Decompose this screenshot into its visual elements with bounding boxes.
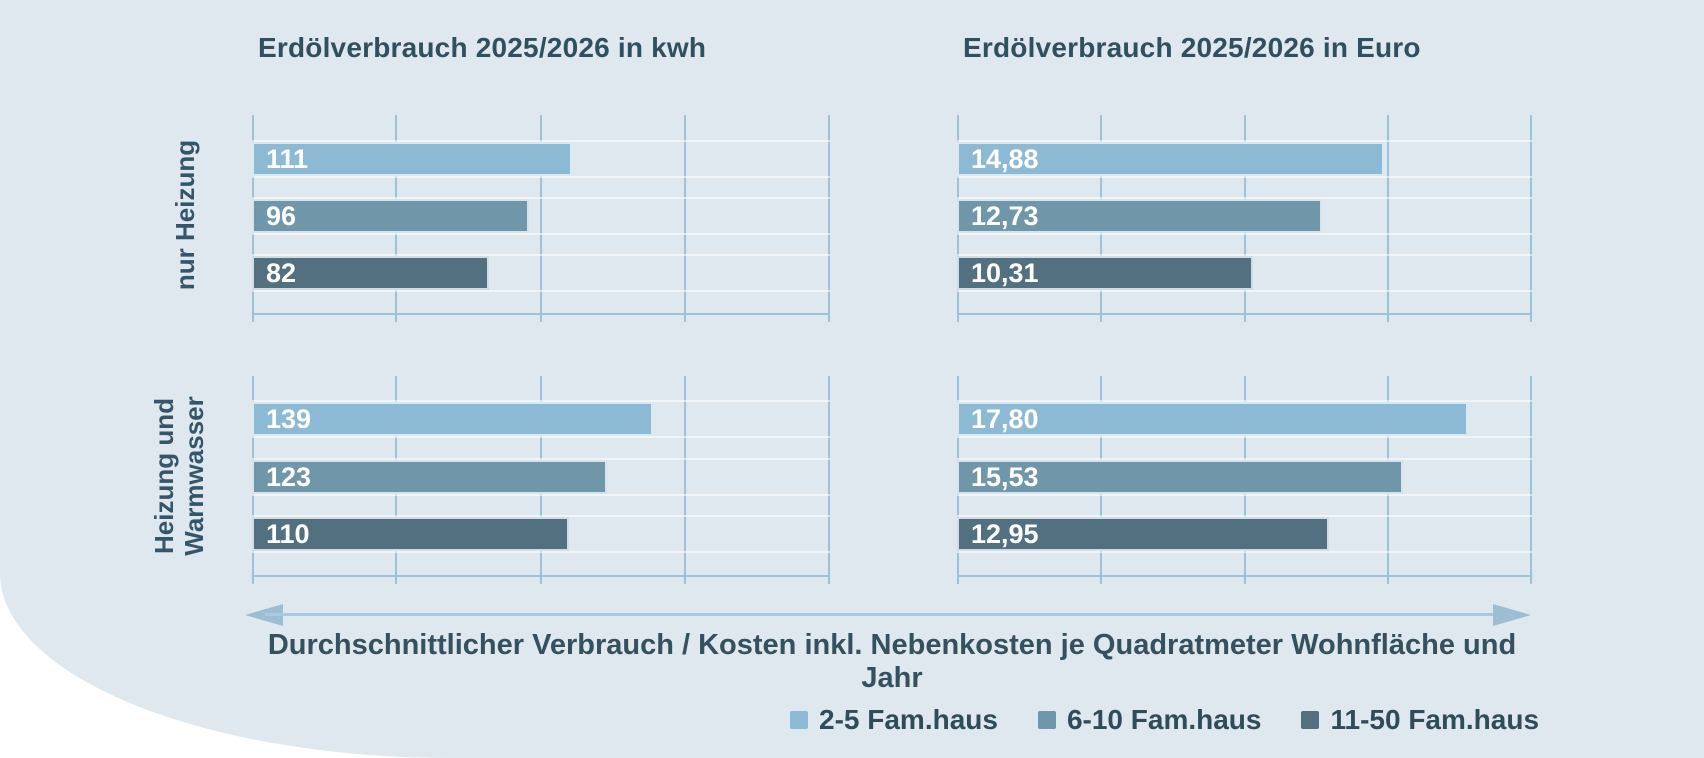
bar-row: 12,73 [957, 197, 1532, 235]
bar-row: 123 [252, 458, 830, 496]
gridline [684, 115, 686, 322]
bar-value-label: 10,31 [971, 257, 1039, 288]
legend-item-2-5: 2-5 Fam.haus [790, 704, 998, 736]
gridline [1387, 115, 1389, 322]
arrow-left-icon [245, 604, 283, 626]
panel-euro-nur-heizung: 14,88 12,73 10,31 [957, 115, 1532, 322]
bar-row: 12,95 [957, 515, 1532, 553]
bar-value-label: 14,88 [971, 143, 1039, 174]
bar-value-label: 96 [266, 200, 297, 231]
legend-swatch-11-50 [1301, 711, 1320, 729]
bar-row: 96 [252, 197, 830, 235]
row-group-label-line1: Heizung und [149, 398, 180, 554]
gridline [684, 376, 686, 584]
bar-value-label: 12,95 [971, 518, 1039, 549]
bar-value-label: 15,53 [971, 461, 1039, 492]
bar-row: 82 [252, 254, 830, 292]
gridline [1530, 376, 1532, 584]
legend: 2-5 Fam.haus 6-10 Fam.haus 11-50 Fam.hau… [790, 701, 1539, 739]
legend-label-2-5: 2-5 Fam.haus [819, 704, 998, 735]
x-axis-line [957, 313, 1532, 315]
axis-arrow-line [265, 613, 1510, 616]
row-group-label-heizung-warmwasser: Heizung und Warmwasser [149, 396, 210, 556]
chart-title-euro: Erdölverbrauch 2025/2026 in Euro [963, 32, 1421, 63]
bar-euro-heizung-11-50: 10,31 [957, 256, 1253, 290]
x-axis-line [957, 575, 1532, 577]
bar-row: 111 [252, 140, 830, 178]
gridline [828, 115, 830, 322]
bar-value-label: 123 [266, 461, 312, 492]
bar-euro-heizung-2-5: 14,88 [957, 142, 1384, 176]
gridline [1530, 115, 1532, 322]
legend-label-11-50: 11-50 Fam.haus [1330, 704, 1540, 735]
bar-row: 10,31 [957, 254, 1532, 292]
bar-value-label: 139 [266, 403, 312, 434]
x-axis-line [252, 575, 830, 577]
bar-kwh-heizung-6-10: 96 [252, 199, 529, 233]
legend-item-11-50: 11-50 Fam.haus [1301, 704, 1539, 736]
bar-euro-heizung-6-10: 12,73 [957, 199, 1322, 233]
bar-row: 14,88 [957, 140, 1532, 178]
bar-row: 110 [252, 515, 830, 553]
panel-euro-heizung-warmwasser: 17,80 15,53 12,95 [957, 376, 1532, 584]
legend-swatch-2-5 [790, 711, 808, 729]
panel-kwh-heizung-warmwasser: 139 123 110 [252, 376, 830, 584]
bar-euro-warmwasser-11-50: 12,95 [957, 517, 1329, 551]
bar-value-label: 111 [266, 143, 309, 174]
bar-kwh-warmwasser-11-50: 110 [252, 517, 569, 551]
legend-swatch-6-10 [1037, 711, 1056, 729]
bar-kwh-heizung-11-50: 82 [252, 256, 489, 290]
row-group-label-line2: Warmwasser [179, 396, 209, 556]
bar-row: 139 [252, 400, 830, 438]
bar-value-label: 17,80 [971, 403, 1039, 434]
gridline [540, 115, 542, 322]
gridline [828, 376, 830, 584]
legend-label-6-10: 6-10 Fam.haus [1066, 704, 1262, 735]
panel-kwh-nur-heizung: 111 96 82 [252, 115, 830, 322]
bar-euro-warmwasser-2-5: 17,80 [957, 402, 1468, 436]
chart-title-kwh: Erdölverbrauch 2025/2026 in kwh [258, 32, 707, 63]
bar-kwh-heizung-2-5: 111 [252, 142, 572, 176]
bar-row: 17,80 [957, 400, 1532, 438]
bar-value-label: 12,73 [971, 200, 1039, 231]
axis-note: Durchschnittlicher Verbrauch / Kosten in… [267, 629, 1517, 694]
row-group-label-nur-heizung: nur Heizung [170, 139, 201, 291]
bar-kwh-warmwasser-6-10: 123 [252, 460, 607, 494]
bar-row: 15,53 [957, 458, 1532, 496]
bar-kwh-warmwasser-2-5: 139 [252, 402, 653, 436]
bar-euro-warmwasser-6-10: 15,53 [957, 460, 1403, 494]
arrow-right-icon [1493, 604, 1531, 626]
legend-item-6-10: 6-10 Fam.haus [1037, 704, 1262, 736]
x-axis-line [252, 313, 830, 315]
bar-value-label: 82 [266, 257, 297, 288]
bar-value-label: 110 [266, 518, 310, 549]
